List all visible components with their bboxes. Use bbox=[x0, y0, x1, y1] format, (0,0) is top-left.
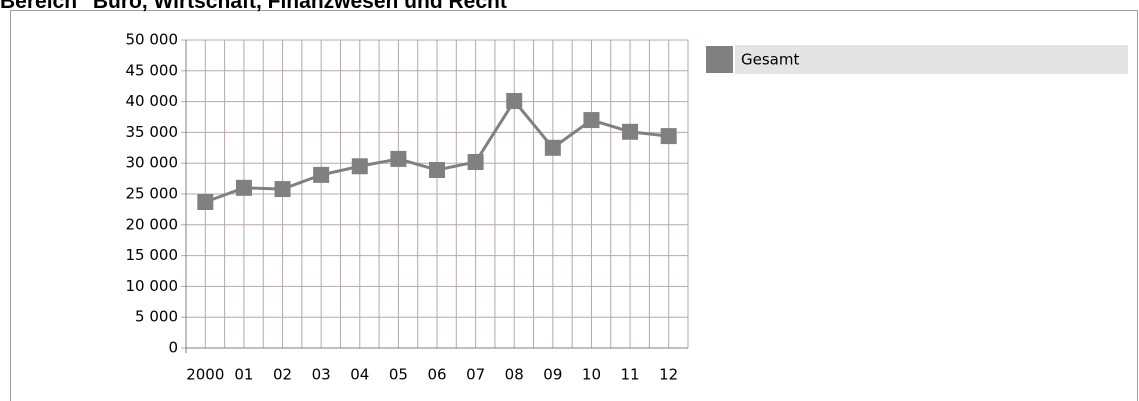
point-marker bbox=[429, 161, 445, 178]
chart-title: Bereich "Büro, Wirtschaft, Finanzwesen u… bbox=[0, 0, 517, 13]
y-tick-label: 0 bbox=[168, 339, 178, 357]
x-tick-label: 09 bbox=[543, 366, 562, 384]
x-tick-label: 05 bbox=[389, 366, 408, 384]
x-tick-label: 07 bbox=[466, 366, 485, 384]
y-tick-label: 35 000 bbox=[126, 123, 179, 141]
point-marker bbox=[583, 112, 600, 129]
point-marker bbox=[313, 166, 330, 183]
x-tick-label: 10 bbox=[582, 366, 601, 384]
point-marker bbox=[660, 128, 677, 145]
legend-background bbox=[735, 45, 1128, 74]
point-marker bbox=[622, 123, 639, 140]
y-tick-label: 50 000 bbox=[126, 31, 179, 49]
legend-swatch bbox=[706, 46, 733, 73]
x-tick-label: 08 bbox=[505, 366, 524, 384]
y-tick-label: 20 000 bbox=[126, 215, 179, 233]
x-tick-label: 03 bbox=[312, 366, 331, 384]
y-tick-label: 40 000 bbox=[126, 92, 179, 110]
x-tick-label: 04 bbox=[350, 366, 369, 384]
frame bbox=[10, 10, 1138, 401]
x-tick-label: 2000 bbox=[186, 366, 224, 384]
point-marker bbox=[467, 153, 484, 170]
point-marker bbox=[390, 150, 407, 167]
y-tick-label: 10 000 bbox=[126, 277, 179, 295]
legend-label: Gesamt bbox=[741, 51, 799, 69]
y-tick-label: 45 000 bbox=[126, 61, 179, 79]
x-tick-label: 11 bbox=[621, 366, 640, 384]
x-tick-label: 06 bbox=[427, 366, 446, 384]
point-marker bbox=[351, 158, 368, 175]
point-marker bbox=[506, 92, 523, 109]
point-marker bbox=[235, 179, 252, 196]
y-tick-label: 30 000 bbox=[126, 154, 179, 172]
y-tick-label: 25 000 bbox=[126, 185, 179, 203]
x-tick-label: 12 bbox=[659, 366, 678, 384]
x-tick-label: 01 bbox=[234, 366, 253, 384]
point-marker bbox=[544, 139, 561, 156]
y-tick-label: 15 000 bbox=[126, 246, 179, 264]
point-marker bbox=[197, 194, 214, 211]
x-tick-label: 02 bbox=[273, 366, 292, 384]
y-tick-label: 5 000 bbox=[135, 308, 178, 326]
point-marker bbox=[274, 181, 291, 198]
